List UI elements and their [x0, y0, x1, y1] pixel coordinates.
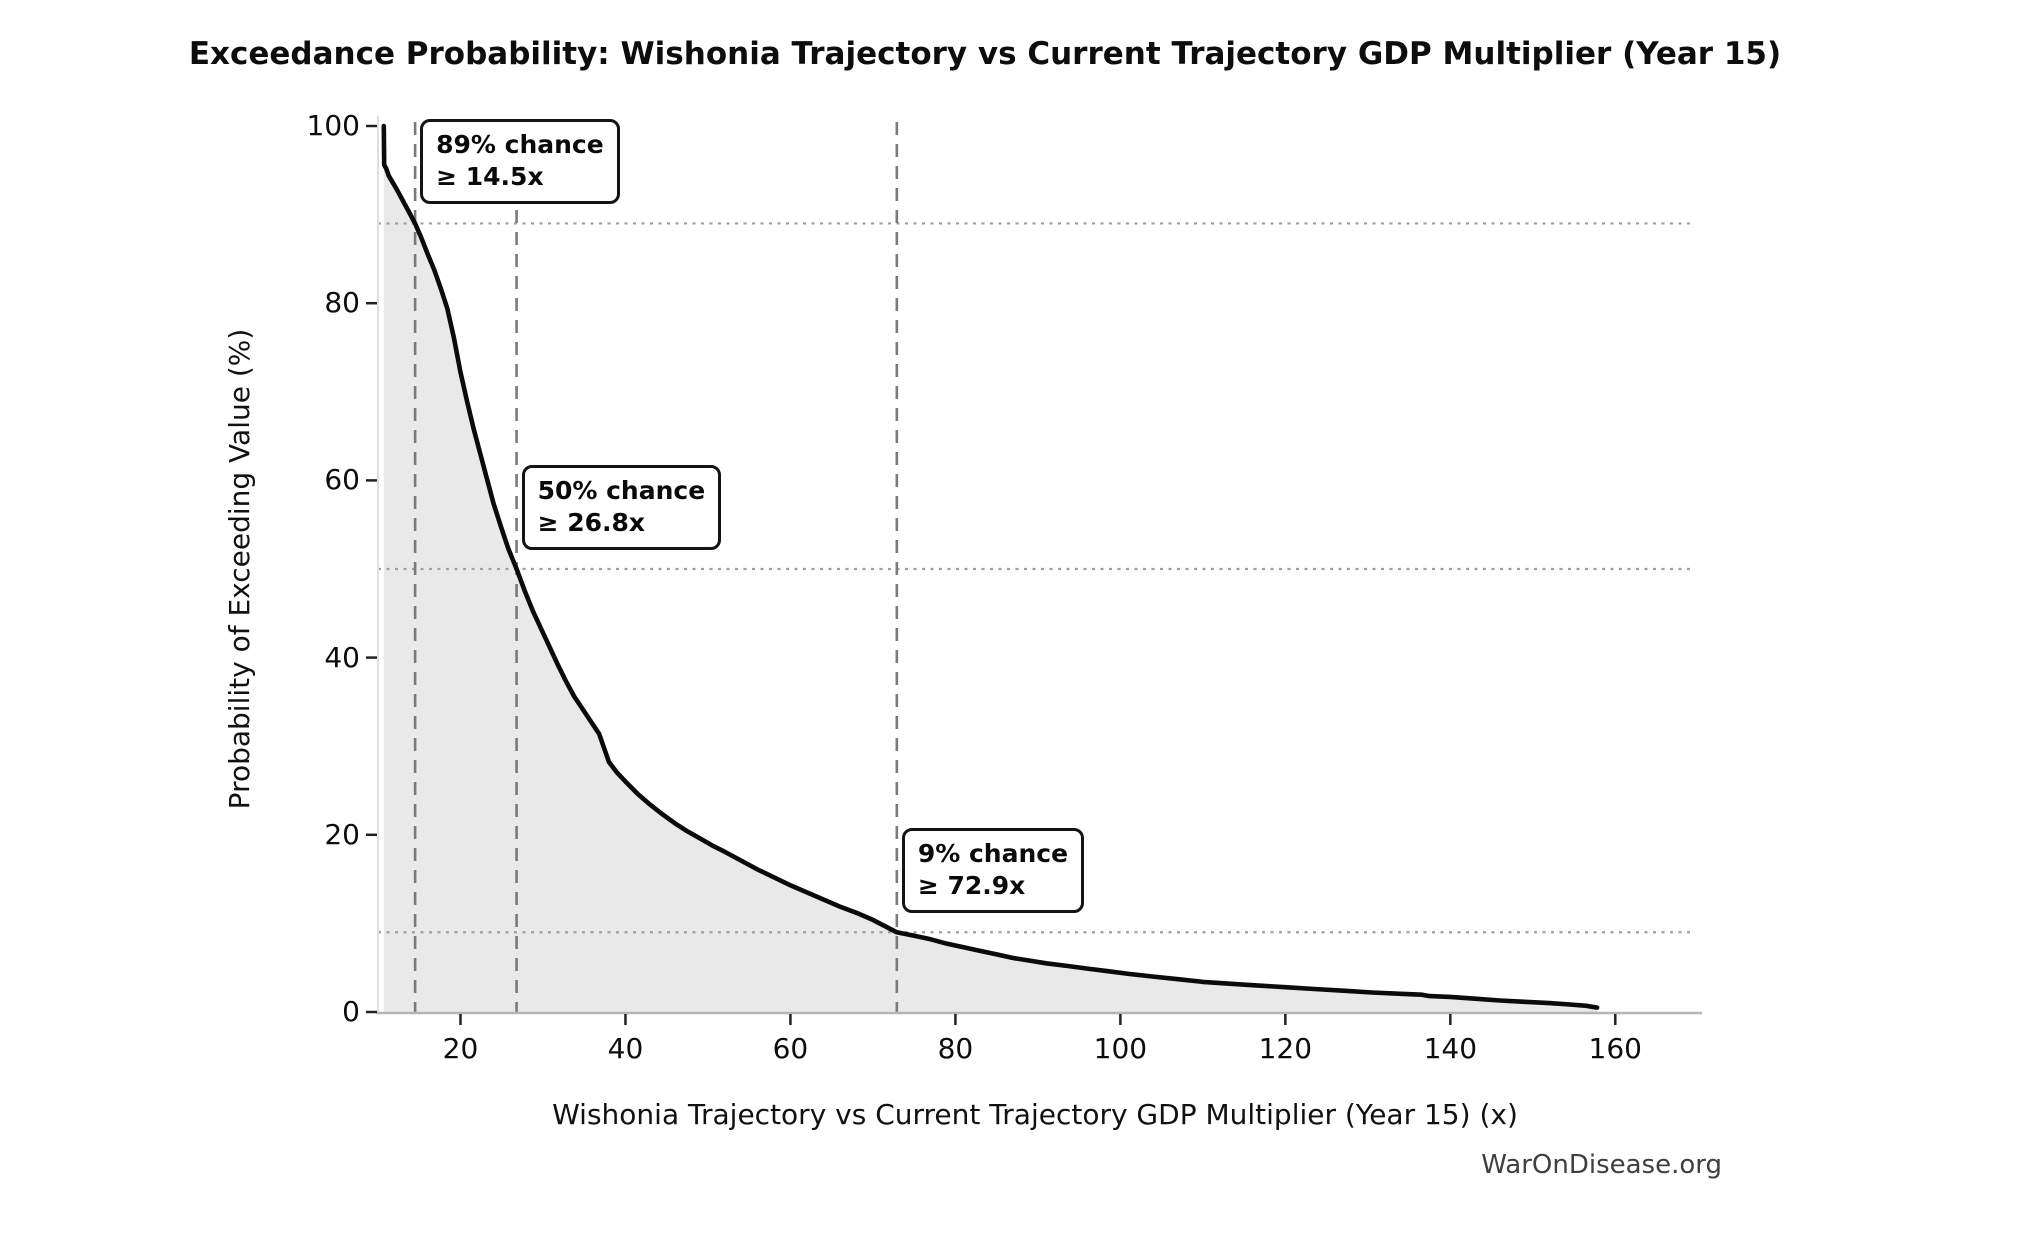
annotation-89pct-line2: ≥ 14.5x: [436, 162, 544, 192]
x-tick-label-40: 40: [607, 1032, 644, 1065]
y-tick-label-40: 40: [324, 640, 360, 674]
annotation-50pct: 50% chance ≥ 26.8x: [521, 465, 722, 550]
annotation-9pct-line2: ≥ 72.9x: [917, 871, 1026, 901]
x-tick-label-20: 20: [442, 1032, 479, 1065]
annotation-50pct-line2: ≥ 26.8x: [537, 508, 646, 537]
x-axis-label: Wishonia Trajectory vs Current Trajector…: [552, 1098, 1518, 1131]
chart-title: Exceedance Probability: Wishonia Traject…: [188, 36, 1782, 72]
watermark: WarOnDisease.org: [1481, 1150, 1722, 1180]
y-tick-label-0: 0: [342, 995, 360, 1028]
x-tick-label-140: 140: [1423, 1032, 1478, 1065]
y-tick-label-100: 100: [306, 109, 360, 142]
x-tick-label-60: 60: [772, 1032, 809, 1065]
y-tick-label-60: 60: [324, 463, 360, 497]
x-tick-label-120: 120: [1258, 1032, 1313, 1065]
x-tick-label-160: 160: [1588, 1032, 1642, 1065]
x-tick-label-80: 80: [937, 1032, 974, 1065]
annotation-50pct-line1: 50% chance: [537, 476, 706, 505]
curve-fill-area: [383, 126, 1598, 1012]
y-tick-label-20: 20: [324, 817, 360, 851]
y-tick-label-80: 80: [324, 286, 360, 320]
annotation-89pct: 89% chance ≥ 14.5x: [420, 119, 620, 205]
y-axis-label: Probability of Exceeding Value (%): [223, 328, 256, 810]
annotation-9pct: 9% chance ≥ 72.9x: [901, 828, 1085, 914]
x-tick-label-100: 100: [1093, 1032, 1148, 1065]
annotation-89pct-line1: 89% chance: [436, 130, 604, 160]
exceedance-curve: [381, 123, 1600, 1010]
annotation-9pct-line1: 9% chance: [917, 839, 1069, 869]
